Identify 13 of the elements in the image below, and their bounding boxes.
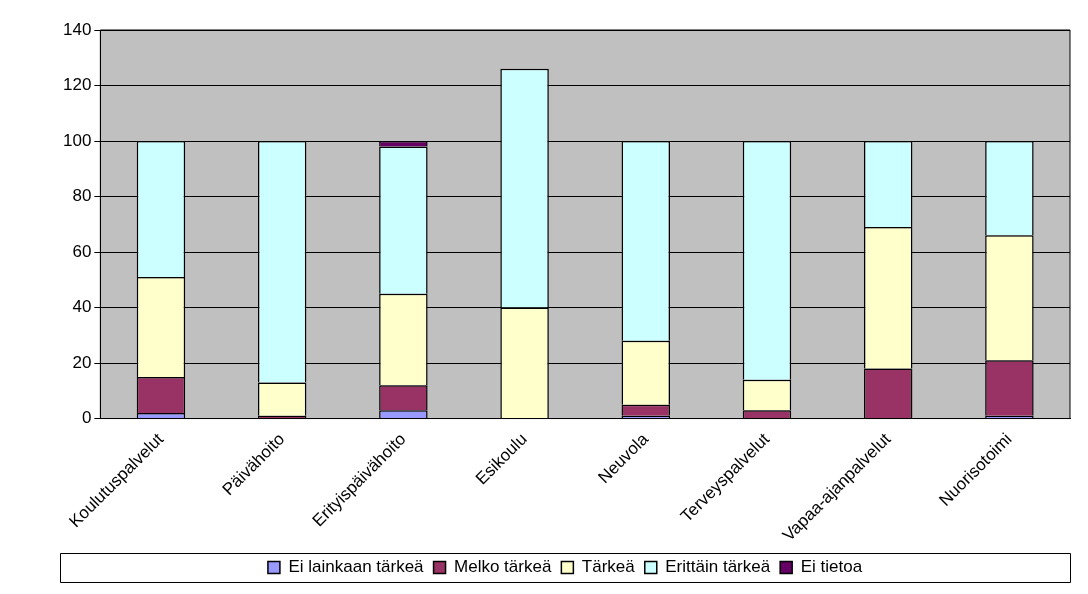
y-tick-label: 60 <box>72 241 92 261</box>
legend-label: Ei lainkaan tärkeä <box>288 557 425 577</box>
y-tick-label: 100 <box>62 130 92 150</box>
y-tick-label: 120 <box>62 75 92 95</box>
legend-label: Erittäin tärkeä <box>665 557 771 577</box>
y-tick-label: 40 <box>72 297 92 317</box>
legend-label: Tärkeä <box>581 557 636 577</box>
y-tick-label: 80 <box>72 186 92 206</box>
y-tick-label: 20 <box>72 352 92 372</box>
legend-label: Ei tietoa <box>800 557 863 577</box>
y-tick-label: 140 <box>62 19 92 39</box>
legend-label: Melko tärkeä <box>454 557 552 577</box>
y-tick-label: 0 <box>81 408 92 428</box>
